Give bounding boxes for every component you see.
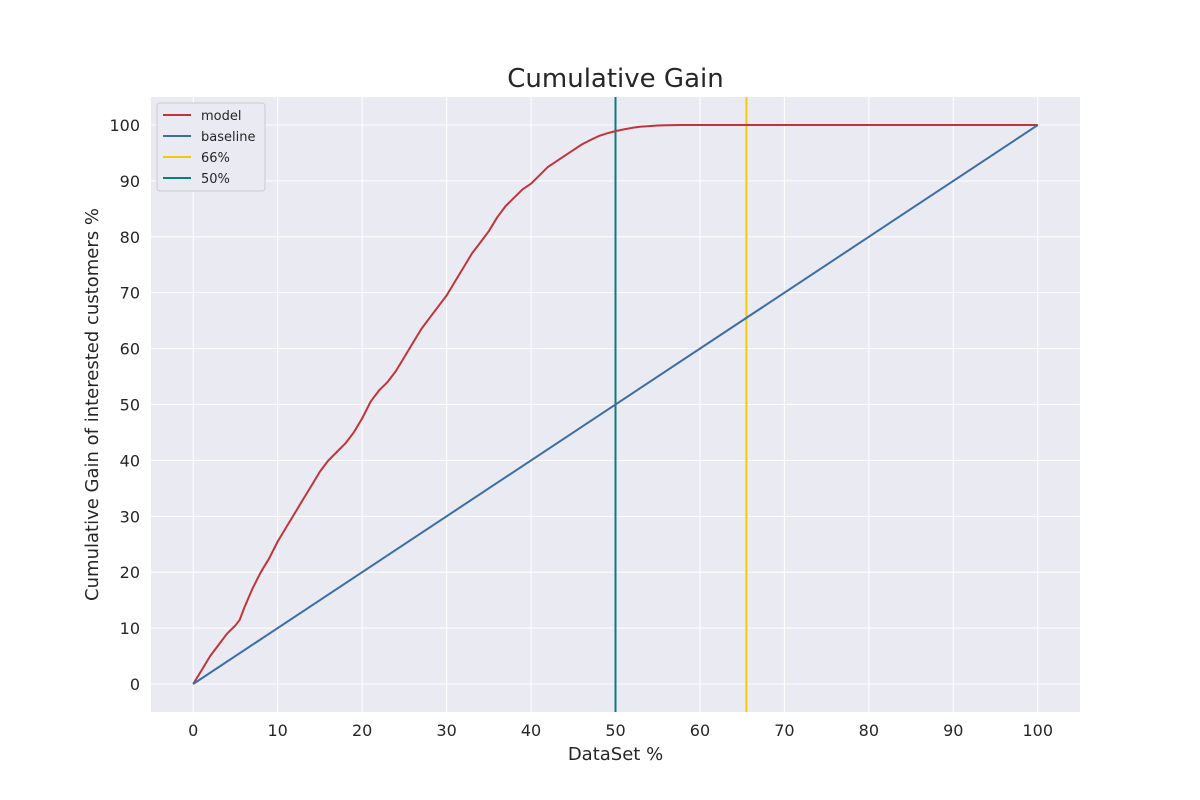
- y-tick-label: 10: [120, 619, 140, 638]
- x-tick-label: 10: [268, 721, 288, 740]
- legend-label: model: [201, 109, 241, 124]
- y-tick-label: 60: [120, 340, 140, 359]
- series-line-model: [192, 124, 1038, 685]
- x-tick-label: 50: [605, 721, 625, 740]
- y-tick-label: 50: [120, 396, 140, 415]
- x-tick-label: 30: [436, 721, 456, 740]
- chart-title: Cumulative Gain: [507, 64, 723, 94]
- y-tick-label: 90: [120, 172, 140, 191]
- y-tick-label: 80: [120, 228, 140, 247]
- x-tick-label: 20: [352, 721, 372, 740]
- x-tick-label: 100: [1022, 721, 1053, 740]
- x-tick-label: 90: [943, 721, 963, 740]
- legend-box: [156, 102, 266, 192]
- legend-label: 66%: [201, 151, 230, 166]
- y-tick-label: 0: [130, 675, 140, 694]
- y-tick-label: 30: [120, 507, 140, 526]
- series: [192, 124, 1039, 685]
- legend-label: baseline: [201, 130, 255, 145]
- x-tick-label: 60: [690, 721, 710, 740]
- y-axis-title: Cumulative Gain of interested customers …: [82, 208, 103, 601]
- legend-label: 50%: [201, 172, 230, 187]
- tick-labels: 0 10 20 30 40 50 60 70 80 90 100 0 10 20 30 40 50 60 70 80 9…: [109, 116, 1053, 740]
- y-tick-label: 70: [120, 284, 140, 303]
- x-tick-label: 40: [521, 721, 541, 740]
- series-line-baseline: [192, 124, 1039, 685]
- legend: model baseline 66% 50%: [156, 102, 266, 192]
- x-tick-label: 70: [774, 721, 794, 740]
- x-axis-title: DataSet %: [568, 744, 663, 765]
- x-tick-label: 80: [859, 721, 879, 740]
- y-tick-label: 100: [109, 116, 140, 135]
- y-tick-label: 20: [120, 563, 140, 582]
- x-tick-label: 0: [188, 721, 198, 740]
- y-tick-label: 40: [120, 451, 140, 470]
